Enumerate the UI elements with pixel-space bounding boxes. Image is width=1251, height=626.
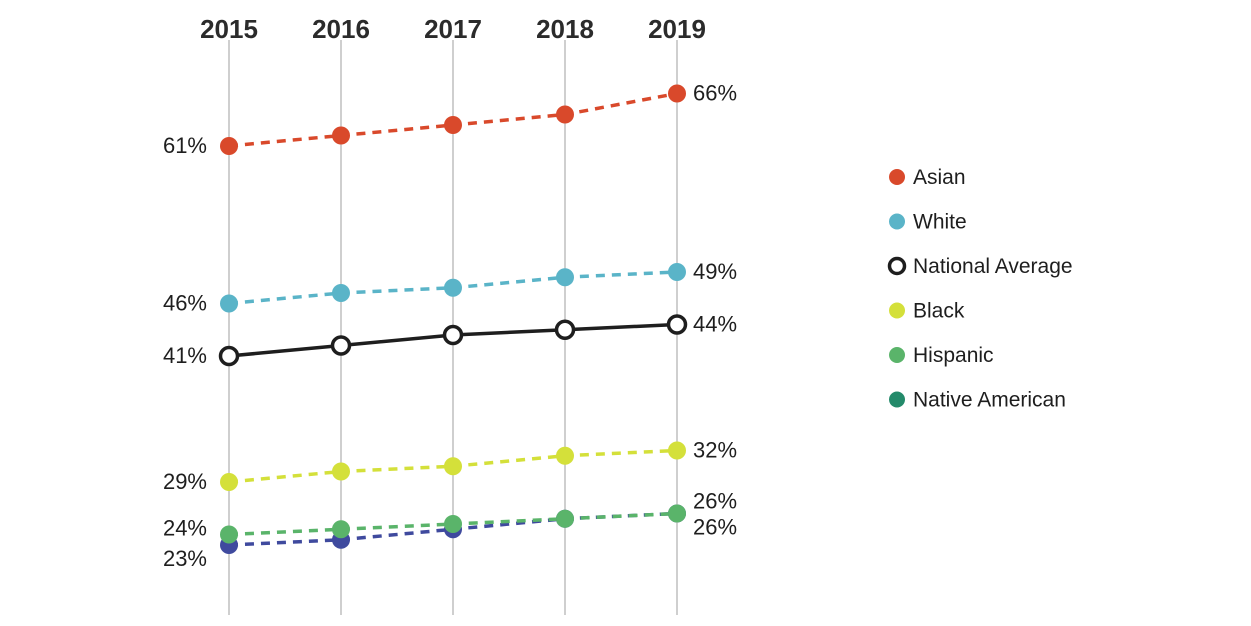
legend-marker-asian — [889, 169, 905, 185]
point-white-2017 — [444, 278, 462, 297]
year-label-2019: 2019 — [648, 14, 706, 44]
legend-label-hispanic: Hispanic — [913, 344, 994, 367]
point-asian-2015 — [220, 137, 238, 155]
legend-label-white: White — [913, 211, 967, 234]
point-black-2018 — [556, 446, 574, 465]
end-label-white: 49% — [693, 259, 737, 284]
point-black-2015 — [220, 473, 238, 491]
legend-marker-black — [889, 302, 905, 319]
point-hispanic-2017 — [444, 515, 462, 533]
point-asian-2016 — [332, 126, 350, 145]
point-hispanic-2018 — [556, 509, 574, 528]
point-national-average-2019 — [666, 314, 688, 335]
start-label-white: 46% — [163, 291, 207, 316]
legend-label-black: Black — [913, 300, 965, 323]
start-label-asian: 61% — [163, 133, 207, 158]
point-national-average-2018 — [554, 319, 576, 340]
start-label-native-american: 23% — [163, 546, 207, 571]
legend-marker-national-average — [887, 256, 907, 276]
point-hispanic-2015 — [220, 525, 238, 544]
point-asian-2019 — [668, 84, 686, 103]
series-points — [218, 84, 688, 554]
point-black-2017 — [444, 457, 462, 476]
year-label-2016: 2016 — [312, 14, 370, 44]
start-label-black: 29% — [163, 469, 207, 494]
year-label-2018: 2018 — [536, 14, 594, 44]
point-white-2018 — [556, 268, 574, 287]
legend-label-asian: Asian — [913, 166, 966, 189]
point-white-2015 — [220, 294, 238, 313]
end-label-native-american: 26% — [693, 515, 737, 540]
x-axis-labels: 2015 2016 2017 2018 2019 — [200, 14, 706, 44]
legend: Asian White National Average Black Hispanic N… — [887, 166, 1073, 412]
point-national-average-2015 — [218, 345, 240, 367]
point-white-2019 — [668, 263, 686, 281]
start-label-hispanic: 24% — [163, 516, 207, 541]
point-hispanic-2016 — [332, 520, 350, 539]
point-hispanic-2019 — [668, 504, 686, 523]
end-label-hispanic: 26% — [693, 489, 737, 514]
end-label-black: 32% — [693, 438, 737, 463]
point-asian-2018 — [556, 105, 574, 124]
end-label-asian: 66% — [693, 81, 737, 106]
legend-marker-native-american — [889, 391, 905, 408]
value-labels: 61% 66% 46% 49% 41% 44% 29% 32% 24% 26% 23% 26% — [163, 81, 737, 572]
end-label-national-average: 44% — [693, 312, 737, 337]
start-label-national-average: 41% — [163, 343, 207, 368]
point-white-2016 — [332, 284, 350, 302]
point-national-average-2016 — [330, 335, 352, 356]
legend-label-national-average: National Average — [913, 255, 1073, 278]
point-black-2016 — [332, 462, 350, 481]
legend-label-native-american: Native American — [913, 389, 1066, 412]
point-asian-2017 — [444, 116, 462, 134]
point-black-2019 — [668, 441, 686, 460]
point-national-average-2017 — [442, 324, 464, 346]
legend-marker-white — [889, 213, 905, 230]
legend-marker-hispanic — [889, 347, 905, 363]
year-label-2017: 2017 — [424, 14, 482, 44]
year-label-2015: 2015 — [200, 14, 258, 44]
